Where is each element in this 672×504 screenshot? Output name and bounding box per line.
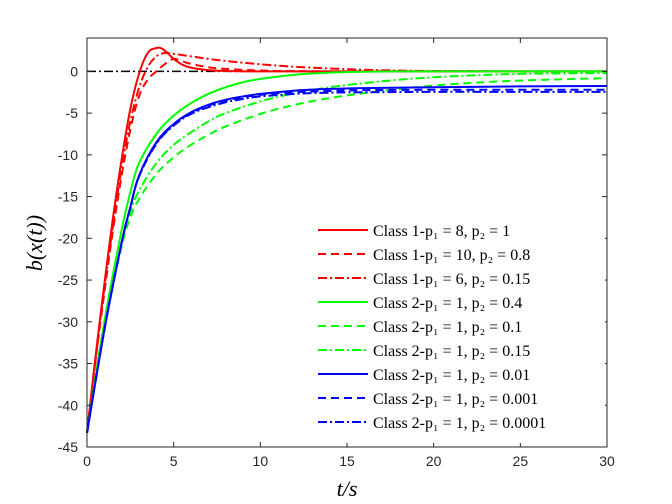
y-tick-label: -5	[66, 105, 79, 121]
legend-label: Class 2-p₁ = 1, p₂ = 0.4	[373, 295, 522, 312]
series-line-5	[86, 77, 608, 433]
y-axis-title: b(x(t))	[22, 215, 47, 271]
x-axis-title: t/s	[337, 476, 358, 501]
x-tick-label: 15	[339, 453, 355, 469]
x-tick-label: 20	[426, 453, 442, 469]
series-line-9	[86, 90, 607, 433]
y-tick-label: -30	[58, 314, 78, 330]
x-tick-label: 0	[83, 453, 91, 469]
y-tick-label: 0	[70, 63, 78, 79]
y-tick-label: -20	[58, 230, 78, 246]
legend-label: Class 2-p₁ = 1, p₂ = 0.1	[373, 319, 522, 336]
y-tick-label: -45	[58, 439, 78, 455]
x-tick-label: 10	[253, 453, 269, 469]
series-line-8	[86, 88, 607, 433]
legend-label: Class 1-p₁ = 8, p₂ = 1	[373, 223, 510, 240]
y-tick-label: -35	[58, 356, 78, 372]
series-line-4	[86, 70, 607, 433]
series-layer	[86, 46, 608, 433]
x-tick-label: 5	[170, 453, 178, 469]
y-tick-label: -40	[58, 397, 78, 413]
axes-layer: 0 5 10 15 20 25 30 0 -5 -10 -15 -20 -25 -30 -35 -40 -45	[58, 37, 615, 469]
y-tick-label: -25	[58, 272, 78, 288]
legend-label: Class 2-p₁ = 1, p₂ = 0.001	[373, 391, 538, 408]
legend: Class 1-p₁ = 8, p₂ = 1 Class 1-p₁ = 10, p…	[313, 217, 605, 443]
legend-label: Class 2-p₁ = 1, p₂ = 0.0001	[373, 415, 546, 432]
legend-label: Class 2-p₁ = 1, p₂ = 0.01	[373, 367, 530, 384]
legend-label: Class 1-p₁ = 10, p₂ = 0.8	[373, 247, 530, 264]
x-tick-label: 25	[513, 453, 529, 469]
y-tick-label: -15	[58, 189, 78, 205]
x-tick-label: 30	[599, 453, 615, 469]
legend-label: Class 1-p₁ = 6, p₂ = 0.15	[373, 271, 530, 288]
legend-label: Class 2-p₁ = 1, p₂ = 0.15	[373, 343, 530, 360]
y-tick-label: -10	[58, 147, 78, 163]
series-line-2	[86, 57, 607, 433]
